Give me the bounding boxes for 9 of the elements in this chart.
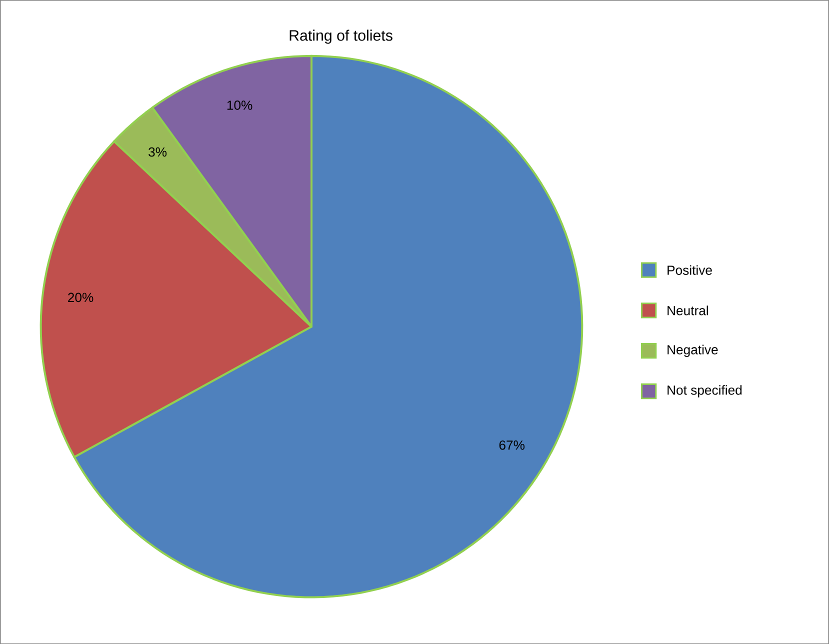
- legend-label: Not specified: [668, 385, 742, 398]
- legend-label: Negative: [668, 344, 718, 357]
- data-label: 20%: [68, 292, 94, 302]
- data-label: 10%: [227, 100, 252, 110]
- data-label: 67%: [499, 440, 525, 450]
- legend-label: Neutral: [668, 306, 708, 316]
- legend-label: Positive: [668, 265, 712, 275]
- data-label: 3%: [148, 147, 167, 157]
- chart-title: Rating of toliets: [290, 30, 392, 44]
